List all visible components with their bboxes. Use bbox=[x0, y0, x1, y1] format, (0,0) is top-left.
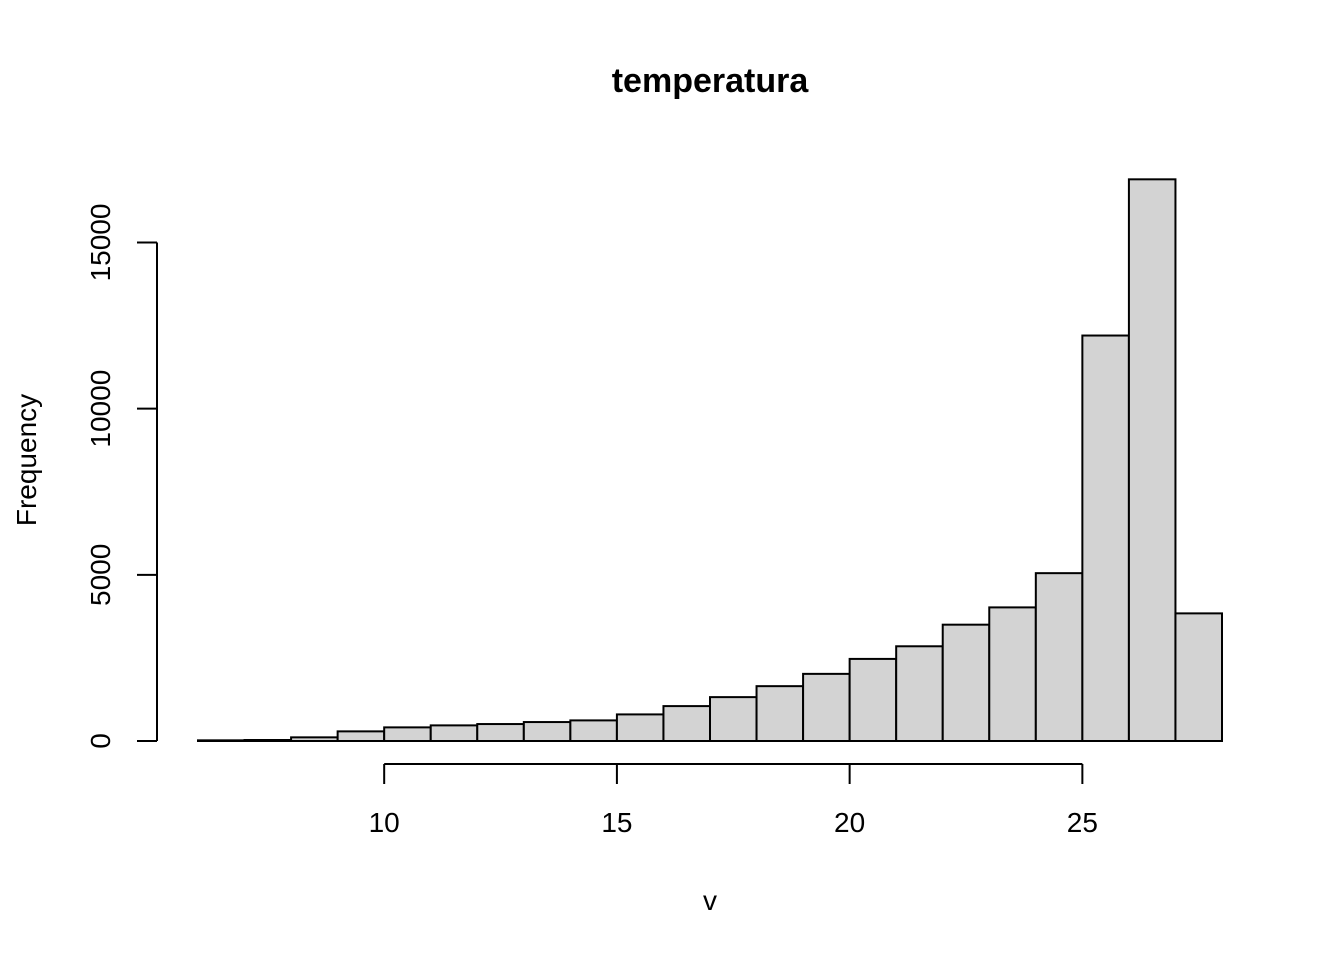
histogram-bar-8 bbox=[522, 721, 572, 743]
chart-title: temperatura bbox=[612, 62, 810, 100]
x-tick-label: 10 bbox=[369, 807, 400, 838]
y-tick-label: 5000 bbox=[85, 544, 116, 606]
y-axis-label: Frequency bbox=[11, 394, 42, 526]
histogram-bar-18 bbox=[988, 606, 1037, 742]
y-tick-label: 0 bbox=[85, 733, 116, 749]
histogram-bar-6 bbox=[429, 724, 479, 742]
histogram-bar-19 bbox=[1034, 572, 1084, 742]
bars-layer bbox=[197, 178, 1224, 743]
histogram-bar-22 bbox=[1174, 612, 1224, 742]
x-axis: 10 15 20 25 bbox=[369, 763, 1098, 838]
histogram-bar-14 bbox=[802, 672, 851, 742]
histogram-bar-13 bbox=[755, 685, 805, 742]
y-tick-label: 15000 bbox=[85, 204, 116, 282]
histogram-bar-11 bbox=[662, 705, 711, 743]
histogram-bar-3 bbox=[290, 736, 339, 742]
histogram-bar-21 bbox=[1127, 178, 1177, 742]
histogram-bar-9 bbox=[569, 719, 618, 742]
histogram-bar-2 bbox=[243, 739, 293, 742]
histogram-bar-15 bbox=[848, 657, 898, 742]
histogram-bar-7 bbox=[476, 723, 525, 742]
y-axis: 0 5000 10000 15000 bbox=[85, 204, 158, 749]
histogram-bar-17 bbox=[941, 623, 991, 742]
x-tick-label: 20 bbox=[834, 807, 865, 838]
x-tick-label: 25 bbox=[1067, 807, 1098, 838]
histogram-bar-12 bbox=[709, 696, 758, 742]
histogram-bar-10 bbox=[615, 713, 665, 742]
histogram-bar-5 bbox=[383, 726, 432, 743]
x-axis-label: v bbox=[703, 885, 717, 916]
histogram-bar-16 bbox=[895, 645, 944, 743]
histogram-bar-20 bbox=[1081, 334, 1130, 742]
histogram-bar-1 bbox=[197, 739, 246, 742]
histogram-bar-4 bbox=[336, 730, 386, 742]
y-tick-label: 10000 bbox=[85, 370, 116, 448]
x-tick-label: 15 bbox=[601, 807, 632, 838]
